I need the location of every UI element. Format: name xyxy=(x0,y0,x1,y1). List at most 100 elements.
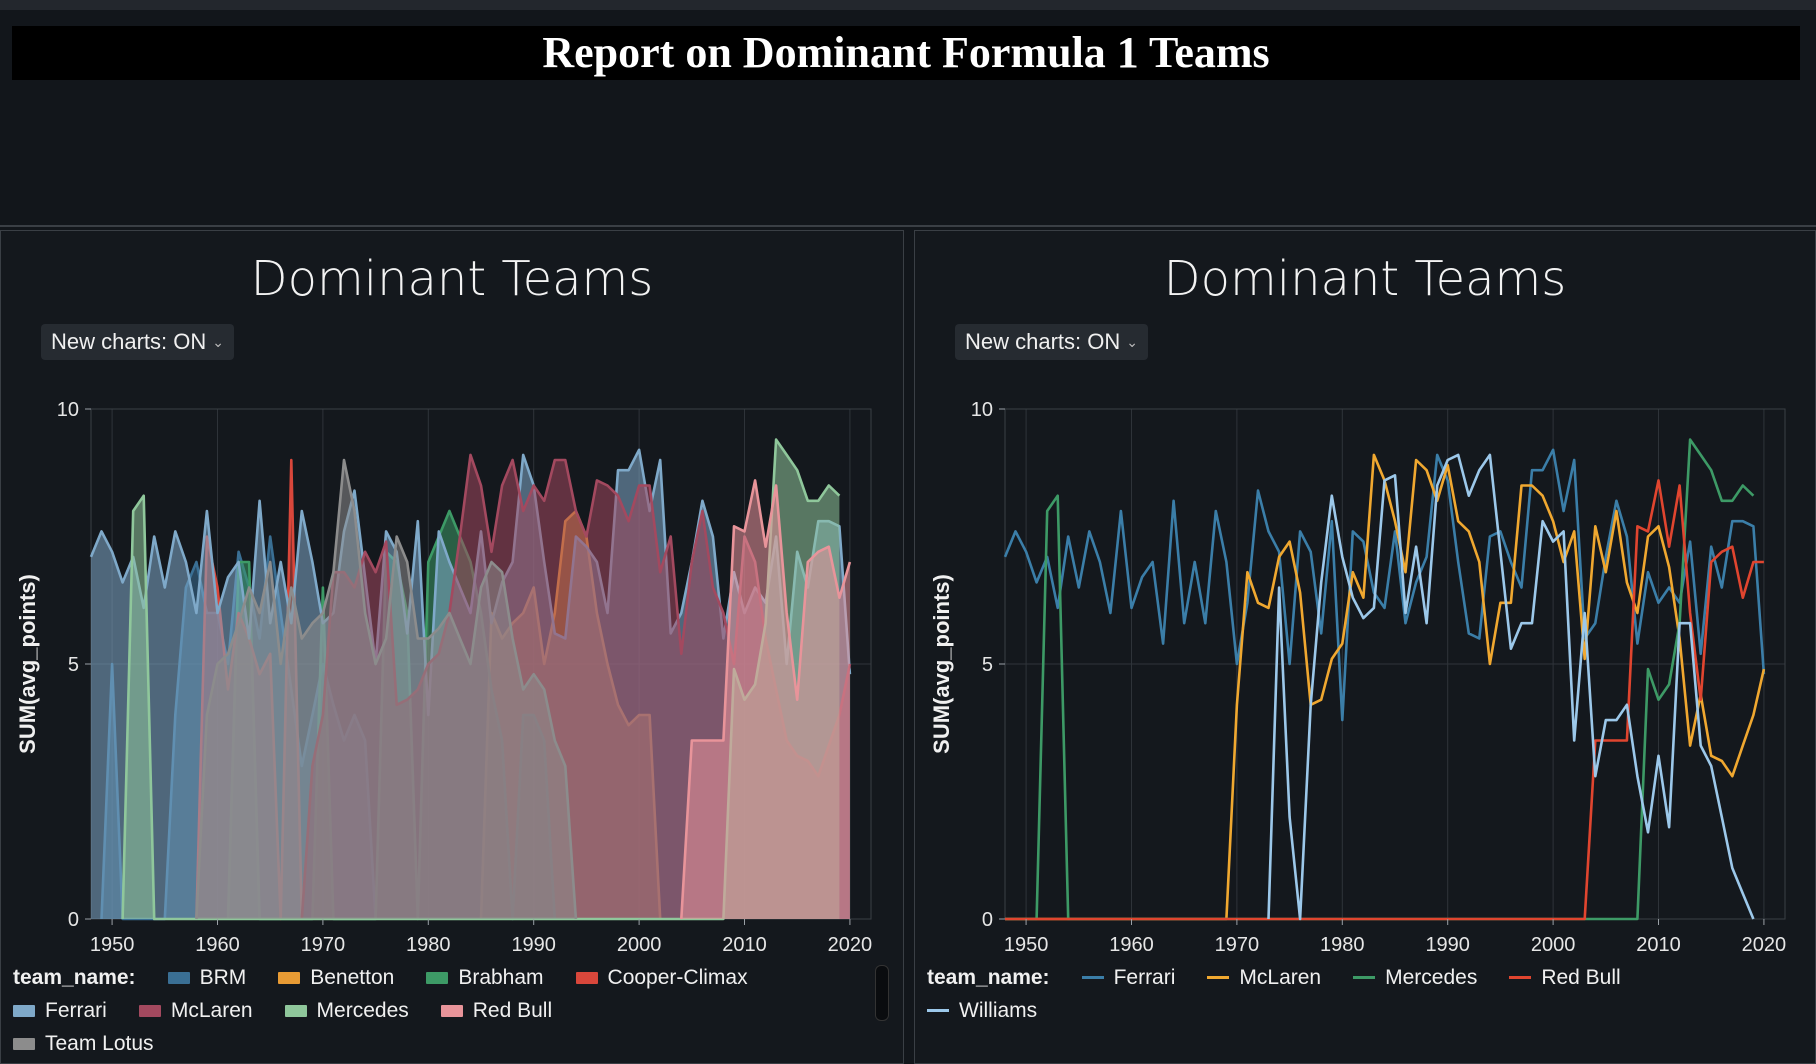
legend-label: McLaren xyxy=(1239,965,1322,989)
legend-item[interactable]: Ferrari xyxy=(13,999,107,1023)
y-tick-label: 10 xyxy=(57,399,79,421)
legend-row: Williams xyxy=(927,994,1653,1027)
y-tick-label: 10 xyxy=(971,399,993,421)
series-line-williams xyxy=(1267,453,1755,921)
x-tick-label: 1980 xyxy=(1320,934,1365,956)
chart-panel-right: Dominant Teams New charts: ON ⌄ 1950 1960… xyxy=(914,230,1816,1064)
legend-swatch xyxy=(284,1004,307,1017)
legend-item[interactable]: Williams xyxy=(927,999,1037,1023)
legend-item[interactable]: Benetton xyxy=(278,966,394,990)
legend-title: team_name: xyxy=(13,965,136,989)
area-chart: 195019601970198019902000201020200510race… xyxy=(15,399,873,956)
series-group xyxy=(1003,438,1766,921)
x-tick-label: 1970 xyxy=(301,934,346,956)
legend-item[interactable]: BRM xyxy=(167,965,247,990)
legend-swatch xyxy=(426,971,449,984)
legend-label: McLaren xyxy=(170,998,253,1022)
x-tick-label: 2010 xyxy=(722,934,767,956)
x-tick-label: 1990 xyxy=(511,934,556,956)
legend-swatch xyxy=(138,1004,161,1017)
legend-label: Ferrari xyxy=(1113,965,1176,989)
legend-scrollbar[interactable] xyxy=(875,965,889,1021)
y-axis-label: SUM(avg_points) xyxy=(929,574,954,754)
legend-swatch xyxy=(167,971,190,984)
legend-item[interactable]: McLaren xyxy=(1207,966,1321,990)
legend-label: Team Lotus xyxy=(45,1031,154,1055)
legend-row: Ferrari McLaren Mercedes Red Bull xyxy=(13,994,780,1027)
legend: team_name: Ferrari McLaren Mercedes Red Bull… xyxy=(927,961,1653,1027)
chart-title: Dominant Teams xyxy=(1163,251,1567,307)
legend-label: Mercedes xyxy=(1385,965,1478,989)
chevron-down-icon: ⌄ xyxy=(1126,334,1138,350)
legend-swatch xyxy=(440,1004,463,1017)
y-tick-label: 0 xyxy=(68,909,79,931)
y-tick-label: 5 xyxy=(68,654,79,676)
legend-swatch xyxy=(278,971,301,984)
legend-label: Cooper-Climax xyxy=(607,965,748,989)
x-tick-label: 2000 xyxy=(617,934,662,956)
series-line-red-bull xyxy=(680,479,852,920)
legend-swatch xyxy=(1207,976,1230,979)
legend-row: Team Lotus xyxy=(13,1027,780,1060)
series-area-red-bull xyxy=(681,480,850,919)
legend-swatch xyxy=(13,1037,35,1050)
legend: team_name: BRM Benetton Brabham Cooper-Clima… xyxy=(13,961,780,1060)
x-tick-label: 1950 xyxy=(1004,934,1049,956)
legend-swatch xyxy=(1081,976,1104,979)
x-tick-label: 2010 xyxy=(1636,934,1681,956)
legend-swatch xyxy=(1509,976,1532,979)
toggle-label: New charts: ON xyxy=(965,329,1121,354)
legend-swatch xyxy=(927,1009,949,1012)
legend-item[interactable]: Cooper-Climax xyxy=(575,965,748,990)
legend-label: Williams xyxy=(959,998,1038,1022)
y-tick-label: 5 xyxy=(982,654,993,676)
legend-swatch xyxy=(13,1004,35,1017)
legend-item[interactable]: Ferrari xyxy=(1081,965,1176,990)
axes: 195019601970198019902000201020200510race… xyxy=(929,399,1787,956)
x-tick-label: 1960 xyxy=(1109,934,1154,956)
legend-label: Red Bull xyxy=(472,998,553,1022)
series-line-red-bull xyxy=(1005,479,1764,921)
legend-item[interactable]: Brabham xyxy=(426,965,544,990)
x-tick-label: 2020 xyxy=(828,934,873,956)
legend-label: Brabham xyxy=(458,965,544,989)
x-tick-label: 1990 xyxy=(1425,934,1470,956)
new-charts-toggle[interactable]: New charts: ON ⌄ xyxy=(955,324,1148,360)
series-line-team-lotus xyxy=(195,458,578,920)
series-line-ferrari xyxy=(1003,448,1766,722)
series-line-mclaren xyxy=(1005,453,1766,921)
legend-label: Mercedes xyxy=(316,998,409,1022)
x-tick-label: 2020 xyxy=(1742,934,1787,956)
x-tick-label: 1950 xyxy=(90,934,135,956)
x-tick-label: 1980 xyxy=(406,934,451,956)
x-tick-label: 1970 xyxy=(1215,934,1260,956)
chevron-down-icon: ⌄ xyxy=(212,334,224,350)
line-chart: 195019601970198019902000201020200510race… xyxy=(929,399,1787,956)
legend-row: team_name: BRM Benetton Brabham Cooper-Clima… xyxy=(13,961,780,994)
chart-title: Dominant Teams xyxy=(250,251,654,307)
series-group xyxy=(89,438,852,921)
x-tick-label: 2000 xyxy=(1531,934,1576,956)
legend-item[interactable]: McLaren xyxy=(138,998,253,1023)
legend-item[interactable]: Team Lotus xyxy=(13,1032,154,1056)
new-charts-toggle[interactable]: New charts: ON ⌄ xyxy=(41,324,234,360)
report-title: Report on Dominant Formula 1 Teams xyxy=(12,26,1800,80)
legend-title: team_name: xyxy=(927,965,1050,989)
chart-panel-left: Dominant Teams New charts: ON ⌄ 1950 1960… xyxy=(0,230,904,1064)
legend-row: team_name: Ferrari McLaren Mercedes Red Bull xyxy=(927,961,1653,994)
axes: 195019601970198019902000201020200510race… xyxy=(15,399,873,956)
legend-item[interactable]: Mercedes xyxy=(284,998,409,1023)
header-divider xyxy=(0,225,1816,227)
legend-label: Red Bull xyxy=(1541,965,1621,989)
legend-item[interactable]: Red Bull xyxy=(440,998,553,1023)
series-area-team-lotus xyxy=(196,460,576,919)
legend-label: BRM xyxy=(199,965,247,989)
legend-label: Benetton xyxy=(310,965,395,989)
x-tick-label: 1960 xyxy=(195,934,240,956)
legend-item[interactable]: Mercedes xyxy=(1353,966,1477,990)
legend-item[interactable]: Red Bull xyxy=(1509,965,1621,990)
top-strip xyxy=(0,0,1816,10)
y-axis-label: SUM(avg_points) xyxy=(15,574,40,754)
legend-swatch xyxy=(575,971,598,984)
toggle-label: New charts: ON xyxy=(51,329,207,354)
